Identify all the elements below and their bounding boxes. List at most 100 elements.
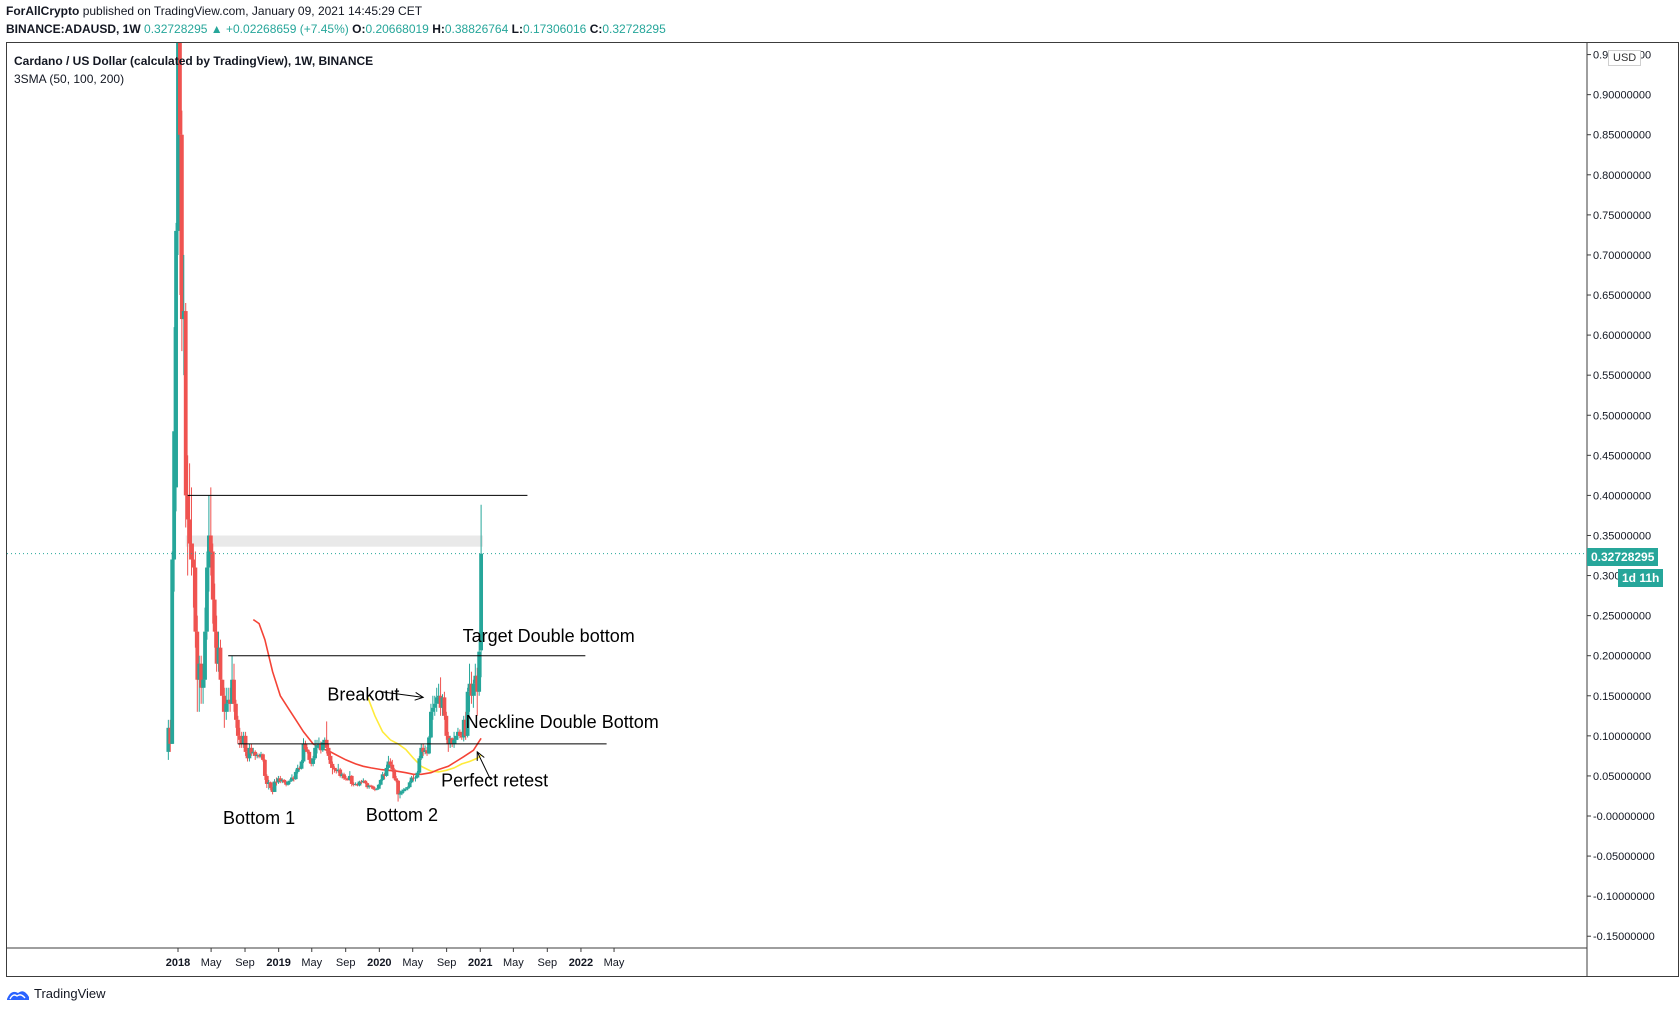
y-tick-label: 0.35000000 [1593,530,1651,542]
candle-body [264,775,269,784]
candle-body [461,719,466,738]
candle-body [429,711,433,738]
candle-body [438,695,443,708]
candle-body [442,697,447,716]
x-tick-label: Sep [336,957,356,969]
x-tick-label: Sep [538,957,558,969]
candle-body [307,751,312,760]
annotation-arrow-head [476,750,485,761]
candle-body [290,777,294,781]
candle-body [230,679,234,704]
x-tick-label: 2021 [468,957,492,969]
ohlc-header: BINANCE:ADAUSD, 1W 0.32728295 ▲ +0.02268… [6,22,666,36]
candle-body [456,731,460,736]
candle-body [245,751,250,759]
x-tick-label: May [301,957,322,969]
candle-body [355,783,360,786]
candle-body [293,771,298,780]
candle-body [255,755,260,757]
currency-button[interactable]: USD [1608,50,1642,66]
bar-countdown: 1d 11h [1618,569,1664,587]
candle-body [172,431,177,560]
candle-body [322,739,327,743]
candle-body [183,311,188,496]
sma-layer [252,618,482,776]
candle-body [313,747,317,759]
y-tick-label: 0.15000000 [1593,691,1651,703]
footer-brand[interactable]: TradingView [34,986,106,1001]
y-tick-label: 0.70000000 [1593,250,1651,262]
candle-body [396,780,400,795]
candle-body [241,735,246,744]
candle-body [386,761,391,768]
candle-body [203,631,207,680]
chart-annotation: Breakout [327,685,399,705]
candle-body [239,739,244,744]
candle-body [419,747,424,759]
candle-body [212,599,217,632]
candle-body [234,703,238,720]
candle-body [249,747,254,754]
annotations-layer: Target Double bottom Neckline Double Bott… [223,626,659,828]
candle-body [178,43,182,135]
y-tick-label: 0.20000000 [1593,651,1651,663]
candle-body [232,679,236,704]
candle-body [440,697,445,708]
candle-body [235,719,240,736]
candle-body [166,727,171,752]
candle-body [291,777,296,780]
candle-body [228,699,233,704]
sma-line [366,695,482,773]
candle-body [262,759,267,776]
candle-body [286,781,290,785]
candle-body [334,769,339,772]
y-tick-label: 0.45000000 [1593,450,1651,462]
candle-body [276,778,281,783]
candle-body [237,735,242,740]
indicator-legend[interactable]: 3SMA (50, 100, 200) [14,72,125,86]
candle-body [452,739,456,744]
y-tick-label: 0.25000000 [1593,611,1651,623]
candle-body [374,788,379,790]
candle-body [299,761,304,769]
candle-body [201,679,205,688]
y-tick-label: -0.05000000 [1593,851,1655,863]
candle-body [467,683,472,692]
candle-body [403,788,408,790]
x-tick-label: 2020 [367,957,391,969]
publish-info: ForAllCrypto published on TradingView.co… [6,4,422,18]
publisher-name[interactable]: ForAllCrypto [6,4,80,18]
candle-body [205,567,209,632]
y-tick-label: 0.40000000 [1593,490,1651,502]
y-tick-label: -0.15000000 [1593,931,1655,943]
candle-body [459,735,464,738]
candle-body [320,742,325,751]
candle-body [179,134,184,320]
candle-body [257,755,261,757]
candle-body [344,778,348,780]
candle-body [405,787,410,789]
candle-body [305,749,310,752]
candle-body [297,767,302,769]
candle-body [295,767,300,772]
price-axis: 0.950000000.900000000.850000000.80000000… [1587,50,1655,943]
candle-body [427,737,431,754]
candle-body [181,311,186,320]
candle-body [465,691,470,736]
change-up-icon: ▲ [210,22,223,36]
candle-body [415,772,420,778]
candle-body [382,774,387,776]
candle-body [390,764,395,770]
candle-body [425,750,429,754]
candle-body [378,779,383,785]
y-tick-label: 0.85000000 [1593,130,1651,142]
candle-body [261,754,265,760]
last-value: 0.32728295 [144,22,208,36]
annotation-arrow-shaft [380,691,424,698]
candle-body [430,707,435,712]
x-tick-label: May [604,957,625,969]
candle-body [197,663,202,680]
candle-body [206,535,211,568]
candle-body [411,777,416,779]
